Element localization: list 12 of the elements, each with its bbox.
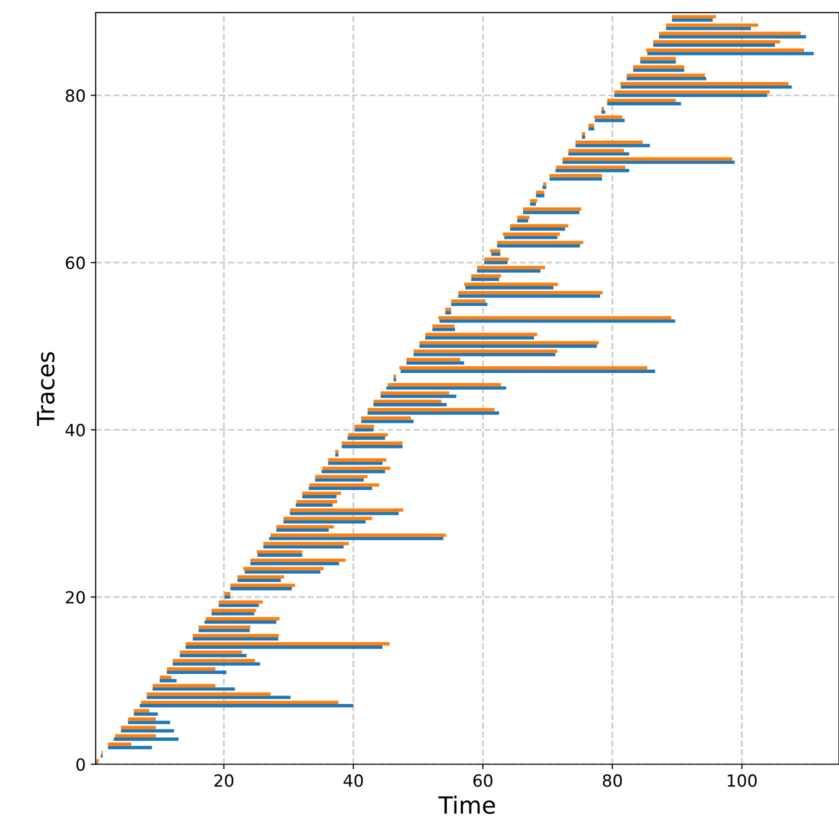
y-tick-label: 0 xyxy=(76,758,85,771)
x-tick-label: 60 xyxy=(473,774,492,787)
x-tick-label: 40 xyxy=(344,774,363,787)
y-tick-label: 20 xyxy=(66,590,85,604)
y-tick-label: 60 xyxy=(66,256,85,270)
x-tick-label: 100 xyxy=(728,774,757,787)
y-tick-label: 80 xyxy=(66,89,85,102)
x-axis-title: Time xyxy=(438,796,495,814)
x-tick-label: 20 xyxy=(214,774,234,787)
y-tick-label: 40 xyxy=(66,424,85,436)
y-axis-title: Traces xyxy=(37,352,55,426)
x-tick-label: 80 xyxy=(602,774,622,787)
